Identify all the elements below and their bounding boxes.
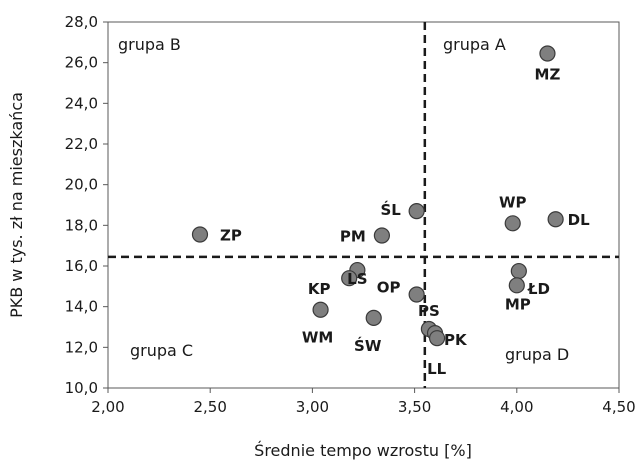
y-tick-label: 12,0 <box>65 338 98 356</box>
x-axis-tick-labels: 2,00 2,50 3,00 3,50 4,00 4,50 <box>91 398 635 416</box>
plot-area-frame <box>107 21 620 389</box>
x-axis-title: Średnie tempo wzrostu [%] <box>254 441 472 460</box>
data-point-op <box>408 286 425 303</box>
tick-marks <box>103 21 620 393</box>
y-tick-label: 26,0 <box>65 54 98 72</box>
point-label: LS <box>347 270 367 288</box>
y-tick-label: 28,0 <box>65 13 98 31</box>
group-label-c: grupa C <box>130 341 193 360</box>
data-points <box>191 45 564 347</box>
point-label: KP <box>308 280 331 298</box>
y-tick-label: 24,0 <box>65 94 98 112</box>
x-tick-label: 4,00 <box>500 398 533 416</box>
point-label: DL <box>568 211 590 229</box>
point-label: MP <box>505 295 531 313</box>
y-axis-title: PKB w tys. zł na mieszkańca <box>7 92 26 318</box>
data-point-mp <box>508 277 525 294</box>
point-label: WP <box>499 193 527 211</box>
y-axis-tick-labels: 10,0 12,0 14,0 16,0 18,0 20,0 22,0 24,0 26,0 28,0 <box>65 13 98 397</box>
x-tick-label: 2,00 <box>91 398 124 416</box>
data-point-wp <box>504 215 521 232</box>
data-point-ll <box>428 330 446 347</box>
data-point-dl <box>547 211 564 228</box>
data-point-kp <box>341 270 358 287</box>
y-tick-label: 18,0 <box>65 216 98 234</box>
y-tick-label: 20,0 <box>65 176 98 194</box>
point-label: ŁD <box>527 280 550 298</box>
y-tick-label: 22,0 <box>65 135 98 153</box>
data-point-pm <box>373 227 390 244</box>
point-label: ŚL <box>380 200 401 219</box>
group-label-a: grupa A <box>443 35 506 54</box>
y-tick-label: 10,0 <box>65 379 98 397</box>
point-label: MZ <box>535 66 561 84</box>
point-label: ŚW <box>354 336 382 355</box>
x-tick-label: 3,00 <box>296 398 329 416</box>
y-tick-label: 16,0 <box>65 257 98 275</box>
data-point-zp <box>191 226 209 243</box>
point-label: LL <box>427 360 447 378</box>
x-tick-label: 4,50 <box>602 398 635 416</box>
data-point-śl <box>408 203 425 220</box>
group-label-d: grupa D <box>505 345 569 364</box>
data-point-św <box>365 309 382 326</box>
point-label: PM <box>340 228 366 246</box>
point-label: PK <box>444 331 468 349</box>
x-tick-label: 2,50 <box>193 398 226 416</box>
point-label: PS <box>418 302 440 320</box>
data-point-mz <box>539 45 556 62</box>
point-label: ZP <box>220 226 242 244</box>
data-point-łd <box>510 262 527 280</box>
point-label: WM <box>302 329 333 347</box>
y-tick-label: 14,0 <box>65 298 98 316</box>
x-tick-label: 3,50 <box>398 398 431 416</box>
data-point-wm <box>312 301 329 318</box>
point-label: OP <box>377 278 401 296</box>
group-label-b: grupa B <box>118 35 181 54</box>
